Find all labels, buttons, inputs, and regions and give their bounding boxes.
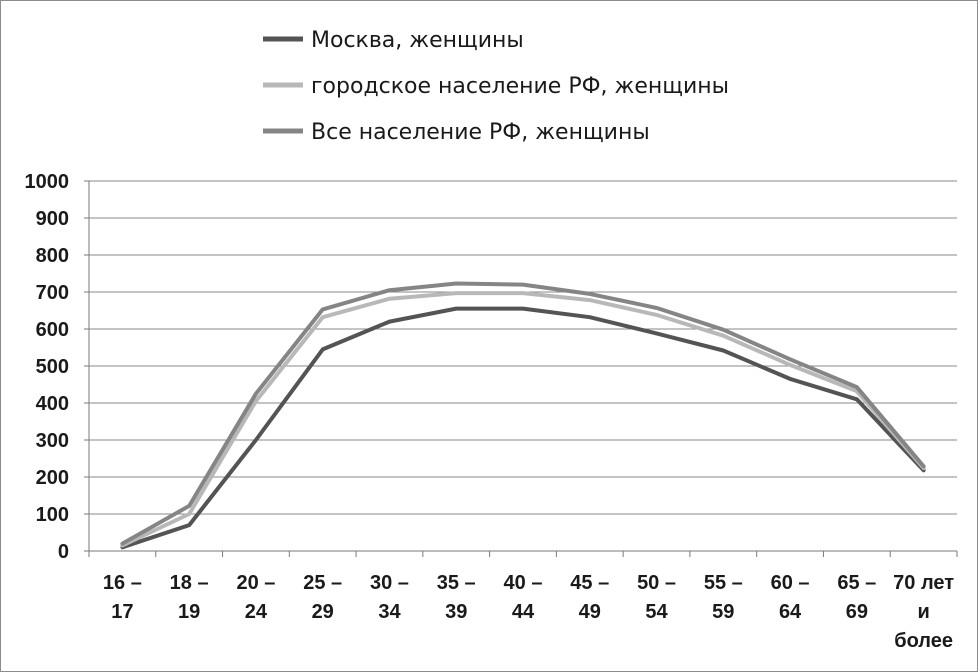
y-tick-label: 300 [36, 430, 69, 452]
y-tick-label: 400 [36, 393, 69, 415]
y-tick-label: 800 [36, 245, 69, 267]
axes [84, 180, 958, 557]
x-tick-label: 55 –59 [704, 572, 743, 623]
series-line-2 [120, 291, 926, 548]
series-lines [120, 281, 926, 550]
x-tick-label: 65 –69 [837, 572, 876, 623]
x-tick-label: 16 –17 [103, 572, 142, 623]
y-tick-label: 600 [36, 319, 69, 341]
x-tick-labels: 16 –17 18 –19 20 –24 25 –29 30 –34 35 –39 40 –… [103, 572, 954, 652]
x-tick-label: 70 лет и более [893, 572, 954, 652]
x-tick-label: 30 –34 [370, 572, 409, 623]
y-tick-labels: 0 100 200 300 400 500 600 700 800 900 1000 [25, 171, 70, 563]
x-tick-label: 25 –29 [303, 572, 342, 623]
x-tick-label: 60 –64 [771, 572, 810, 623]
y-tick-label: 900 [36, 208, 69, 230]
y-tick-label: 700 [36, 282, 69, 304]
x-tick-label: 50 –54 [637, 572, 676, 623]
y-tick-label: 0 [58, 541, 69, 563]
series-line-3 [120, 281, 926, 546]
legend-label-2: городское население РФ, женщины [311, 74, 729, 99]
x-tick-label: 18 –19 [170, 572, 209, 623]
x-tick-label: 45 –49 [570, 572, 609, 623]
legend-label-1: Москва, женщины [311, 28, 524, 53]
x-tick-label: 40 –44 [504, 572, 543, 623]
legend-label-3: Все население РФ, женщины [311, 120, 650, 145]
y-tick-label: 1000 [25, 171, 70, 193]
legend: Москва, женщины городское население РФ, ж… [263, 28, 729, 145]
x-tick-label: 35 –39 [437, 572, 476, 623]
x-tick-label: 20 –24 [236, 572, 275, 623]
y-tick-label: 100 [36, 504, 69, 526]
y-tick-label: 500 [36, 356, 69, 378]
y-tick-label: 200 [36, 467, 69, 489]
series-line-1 [120, 306, 926, 550]
